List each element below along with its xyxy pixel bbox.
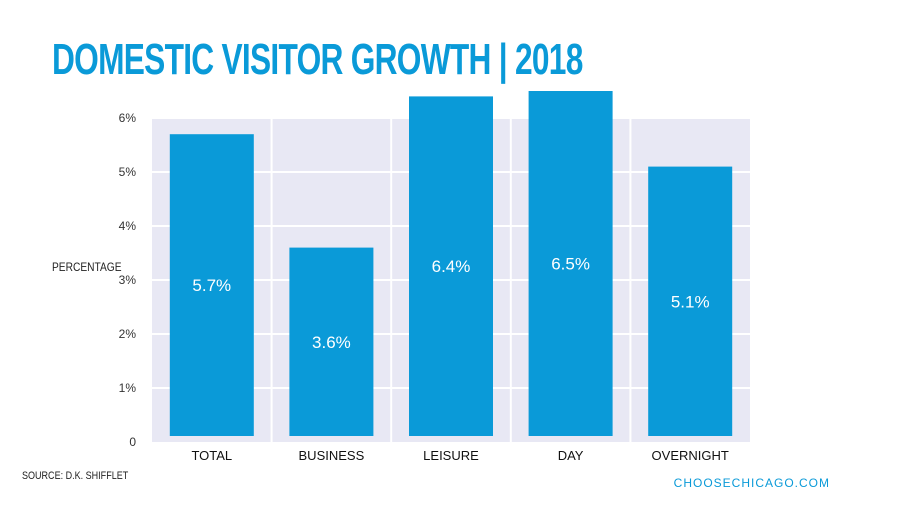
category-label: DAY xyxy=(558,448,584,463)
category-label: TOTAL xyxy=(191,448,232,463)
category-label: LEISURE xyxy=(423,448,479,463)
y-tick-label: 5% xyxy=(119,165,137,179)
y-tick-label: 3% xyxy=(119,273,137,287)
category-label: OVERNIGHT xyxy=(652,448,729,463)
bar-business xyxy=(289,247,374,436)
bar-value-label: 6.4% xyxy=(432,257,471,276)
bar-total xyxy=(169,134,254,436)
source-note: SOURCE: D.K. SHIFFLET xyxy=(22,470,129,482)
website-link[interactable]: CHOOSECHICAGO.COM xyxy=(673,476,830,490)
y-tick-label: 0 xyxy=(129,435,136,449)
category-label: BUSINESS xyxy=(299,448,365,463)
y-axis-ticks: 0 1% 2% 3% 4% 5% 6% xyxy=(119,111,137,449)
bar-value-label: 3.6% xyxy=(312,333,351,352)
bar-value-label: 5.7% xyxy=(192,276,231,295)
y-tick-label: 6% xyxy=(119,111,137,125)
x-axis-categories: TOTAL BUSINESS LEISURE DAY OVERNIGHT xyxy=(191,448,728,463)
bar-value-label: 5.1% xyxy=(671,292,710,311)
y-tick-label: 1% xyxy=(119,381,137,395)
y-axis-label: PERCENTAGE xyxy=(52,260,122,274)
bars: 5.7% 3.6% 6.4% 6.5% 5.1% xyxy=(169,91,733,437)
y-tick-label: 2% xyxy=(119,327,137,341)
bar-leisure xyxy=(409,96,493,437)
chart-title: DOMESTIC VISITOR GROWTH | 2018 xyxy=(52,35,583,84)
bar-day xyxy=(528,91,613,436)
bar-value-label: 6.5% xyxy=(551,255,590,274)
y-tick-label: 4% xyxy=(119,219,137,233)
bar-overnight xyxy=(648,166,733,436)
